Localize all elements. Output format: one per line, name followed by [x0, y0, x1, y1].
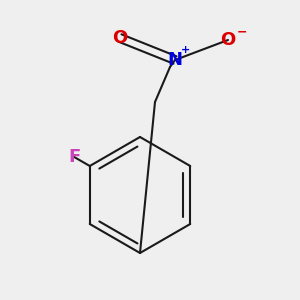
Text: F: F: [68, 148, 80, 166]
Text: O: O: [112, 29, 128, 47]
Text: O: O: [220, 31, 236, 49]
Text: −: −: [237, 26, 247, 38]
Text: N: N: [167, 51, 182, 69]
Text: +: +: [180, 45, 190, 55]
